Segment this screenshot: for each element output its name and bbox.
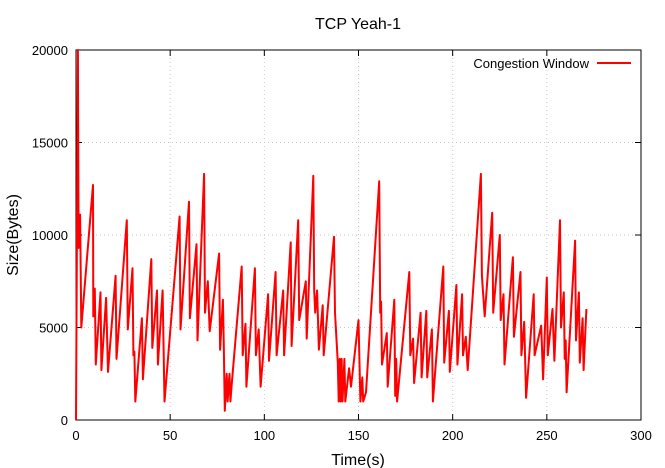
x-axis-label: Time(s) (331, 452, 385, 468)
axis-ticks: 0 50 100 150 200 250 300 0 5000 10000 15000 20000 (32, 43, 652, 443)
x-tick-label: 250 (536, 428, 558, 443)
legend-label-congestion-window: Congestion Window (473, 56, 589, 71)
x-tick-label: 100 (253, 428, 275, 443)
series-line-congestion-window (75, 49, 588, 421)
legend: Congestion Window (473, 56, 631, 71)
y-axis-label: Size(Bytes) (5, 194, 22, 276)
x-tick-label: 200 (442, 428, 464, 443)
grid (76, 50, 641, 420)
x-tick-label: 300 (630, 428, 652, 443)
x-tick-label: 50 (163, 428, 177, 443)
x-tick-label: 150 (348, 428, 370, 443)
y-tick-label: 0 (61, 413, 68, 428)
y-tick-label: 5000 (39, 321, 68, 336)
x-tick-label: 0 (72, 428, 79, 443)
y-tick-label: 15000 (32, 136, 68, 151)
chart-title: TCP Yeah-1 (315, 16, 401, 33)
y-tick-label: 10000 (32, 228, 68, 243)
series-layer (75, 49, 588, 421)
y-tick-label: 20000 (32, 43, 68, 58)
